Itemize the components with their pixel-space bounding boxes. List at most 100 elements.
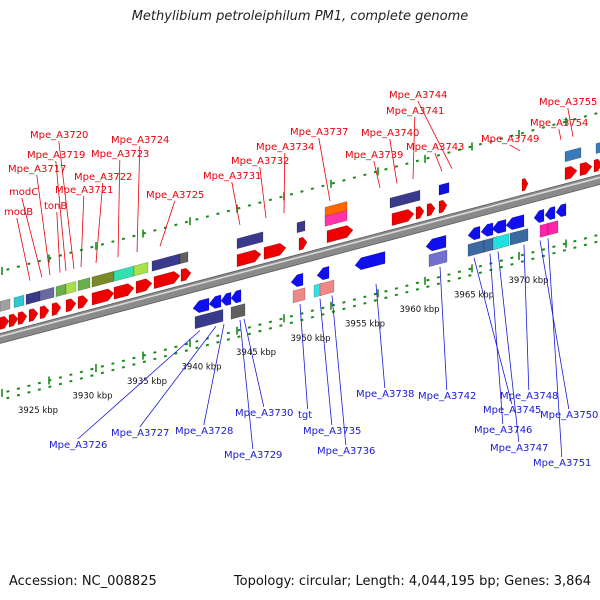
leader-line-bottom xyxy=(539,240,570,410)
gene-label-top: Mpe_A3724 xyxy=(111,135,169,146)
leader-line-top xyxy=(412,116,416,180)
tick-dot xyxy=(552,251,556,255)
gene-tracks xyxy=(0,142,600,330)
tick-dot xyxy=(184,220,189,224)
tick-dot xyxy=(310,315,315,319)
tick-dot xyxy=(426,285,430,288)
tick-dot xyxy=(184,342,189,346)
gene-label-top: Mpe_A3725 xyxy=(146,190,204,201)
tick-dot xyxy=(510,256,514,260)
forward-feature-box xyxy=(91,270,115,288)
leader-line-top xyxy=(58,140,75,269)
tick-dot xyxy=(457,148,462,152)
gene-label-top: Mpe_A3731 xyxy=(203,171,261,182)
tick-dot xyxy=(373,299,378,302)
gene-label-bottom: Mpe_A3735 xyxy=(303,426,361,437)
tick-dot xyxy=(552,123,556,127)
tick-dot xyxy=(247,204,252,207)
tick-dot xyxy=(510,134,514,138)
tick-dot xyxy=(27,384,31,388)
tick-dot xyxy=(279,324,283,327)
tick-dot xyxy=(237,335,241,339)
tick-line-scale xyxy=(6,240,598,400)
tick-dot xyxy=(153,229,157,232)
forward-gene-arrow xyxy=(298,236,308,251)
scale-label: 3960 kbp xyxy=(400,305,440,315)
gene-label-top: Mpe_A3749 xyxy=(481,134,539,145)
forward-feature-box xyxy=(133,261,149,277)
tick-dot xyxy=(426,278,430,282)
tick-dot xyxy=(111,240,115,243)
tick-dot xyxy=(132,234,136,238)
tick-dot xyxy=(100,371,105,375)
gene-label-bottom: Mpe_A3730 xyxy=(235,408,293,419)
tick-dot xyxy=(352,304,357,308)
reverse-gene-arrow xyxy=(491,219,507,234)
gene-label-bottom: Mpe_A3736 xyxy=(317,446,375,457)
tick-dot xyxy=(436,153,441,157)
leader-line-top xyxy=(417,100,453,169)
tick-dot xyxy=(37,381,42,385)
forward-gene-arrow xyxy=(391,209,415,226)
tick-dot xyxy=(499,137,504,140)
leader-line-bottom xyxy=(319,298,333,426)
tick-dot xyxy=(226,331,231,335)
gene-label-bottom: Mpe_A3750 xyxy=(540,410,598,421)
gene-label-top: tonB xyxy=(44,201,67,212)
tick-dot xyxy=(457,276,462,280)
reverse-gene-arrow xyxy=(192,297,210,314)
tick-dot xyxy=(16,387,21,390)
leader-line-top xyxy=(231,181,241,225)
tick-dot xyxy=(520,260,525,263)
gene-label-bottom: Mpe_A3745 xyxy=(483,405,541,416)
gene-label-top: Mpe_A3739 xyxy=(345,150,403,161)
reverse-feature-box xyxy=(292,287,306,304)
backbone-band xyxy=(0,174,600,344)
tick-dot xyxy=(363,301,367,305)
scale-label: 3965 kbp xyxy=(454,290,494,300)
tick-dot xyxy=(510,263,514,266)
tick-dot xyxy=(258,201,262,204)
forward-gene-arrow xyxy=(153,271,181,290)
gene-label-top: Mpe_A3754 xyxy=(530,118,588,129)
gene-label-top: Mpe_A3743 xyxy=(406,142,464,153)
forward-feature-box xyxy=(151,253,181,272)
reverse-feature-box xyxy=(467,239,485,257)
forward-gene-arrow xyxy=(564,165,578,181)
leader-line-top xyxy=(117,159,121,258)
gene-labels: modBmodCMpe_A3717tonBMpe_A3719Mpe_A3720M… xyxy=(4,90,598,469)
tick-dot xyxy=(594,234,598,237)
forward-gene-arrow xyxy=(39,305,50,320)
gene-label-bottom: tgt xyxy=(298,410,312,421)
tick-dot xyxy=(268,327,273,330)
leader-line-top xyxy=(36,174,51,276)
tick-dot xyxy=(405,290,409,294)
accession-text: Accession: NC_008825 xyxy=(9,574,157,589)
tick-dot xyxy=(478,142,483,146)
gene-label-top: Mpe_A3734 xyxy=(256,142,314,153)
tick-dot xyxy=(216,334,220,338)
leader-line-bottom xyxy=(473,257,513,405)
leader-line-bottom xyxy=(77,330,201,440)
tick-dot xyxy=(573,239,577,243)
tick-dot xyxy=(6,390,10,393)
reverse-feature-box xyxy=(194,309,224,330)
tick-dot xyxy=(174,345,178,349)
tick-dot xyxy=(594,112,598,115)
tick-dot xyxy=(58,382,63,386)
tick-dot xyxy=(153,357,157,361)
gene-label-bottom: Mpe_A3748 xyxy=(500,391,558,402)
tick-dot xyxy=(468,145,472,149)
tick-dot xyxy=(583,115,588,118)
reverse-gene-arrow xyxy=(316,265,330,281)
tick-dot xyxy=(321,184,325,188)
gene-label-top: Mpe_A3732 xyxy=(231,156,289,167)
tick-dot xyxy=(258,323,262,326)
tick-dot xyxy=(321,313,325,316)
gene-label-bottom: Mpe_A3727 xyxy=(111,428,169,439)
leader-line-top xyxy=(136,145,141,253)
leader-line-bottom xyxy=(547,238,563,458)
forward-feature-box xyxy=(39,286,55,302)
forward-feature-box xyxy=(113,265,135,282)
gene-label-top: Mpe_A3744 xyxy=(389,90,447,101)
